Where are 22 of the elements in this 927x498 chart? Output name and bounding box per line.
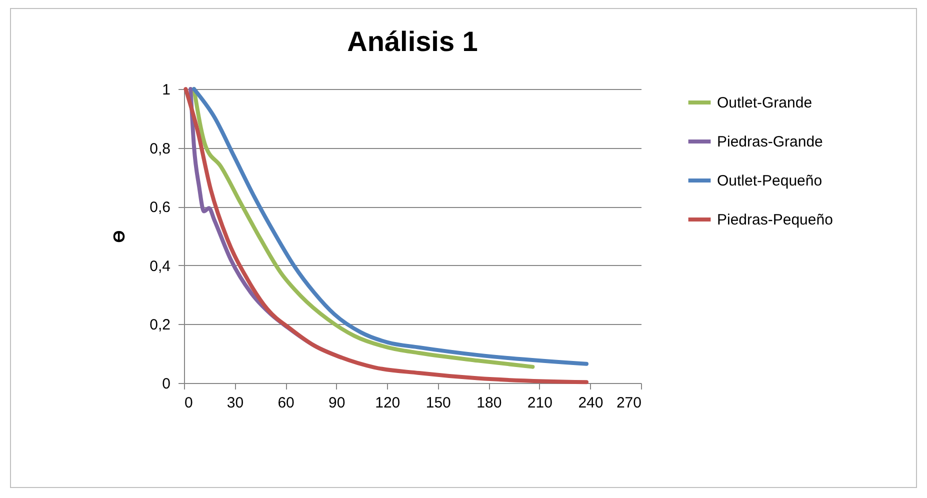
y-tick-label: 0,4 [150,258,170,275]
y-tick-label: 0,2 [150,316,170,334]
y-axis-title: ϴ [112,230,129,243]
x-tick-label: 60 [278,394,294,412]
x-tick-label: 180 [476,394,502,412]
x-tick-label: 270 [616,394,642,412]
chart-title: Análisis 1 [347,26,478,57]
legend-label: Outlet-Grande [717,94,812,112]
x-tick-label: 90 [328,394,346,412]
x-tick-label: 210 [527,394,552,412]
x-tick-label: 120 [375,394,400,412]
legend-label: Outlet-Pequeño [717,172,822,190]
y-tick-label: 0 [162,376,170,392]
x-tick-label: 240 [578,394,604,412]
legend-label: Piedras-Grande [717,134,823,150]
x-tick-label: 0 [184,394,193,412]
x-tick-label: 30 [226,394,244,412]
legend-label: Piedras-Pequeño [717,212,833,228]
y-tick-label: 0,8 [150,140,170,158]
y-tick-label: 1 [162,82,170,98]
y-tick-label: 0,6 [150,199,170,216]
x-tick-label: 150 [426,394,451,412]
